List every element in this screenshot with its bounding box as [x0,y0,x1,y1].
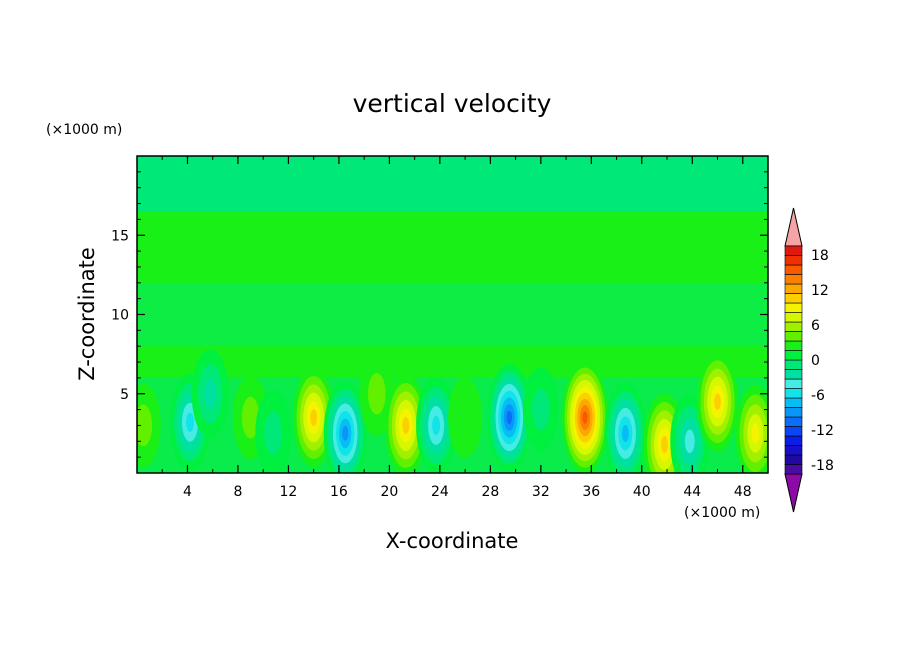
velocity-cell-3 [191,349,229,439]
colorbar-swatch [784,274,803,285]
contour-level [342,425,349,441]
colorbar-label: -6 [811,388,825,404]
colorbar-max-arrow [784,207,803,247]
colorbar-swatch [784,255,803,266]
y-axis: 5 10 15 [111,171,768,458]
x-tick-label: 4 [183,484,192,500]
field-band-mid [137,282,768,347]
colorbar-swatch [784,302,803,313]
colorbar-swatch [784,416,803,427]
velocity-cell-12 [487,363,532,472]
contour-level [310,409,318,426]
colorbar-label: 18 [811,248,829,264]
x-tick-label: 36 [582,484,600,500]
colorbar-swatch [784,464,803,475]
contour-level [684,429,695,454]
x-axis-title: X-coordinate [386,529,519,553]
x-tick-label: 32 [532,484,550,500]
velocity-cell-14 [562,361,609,473]
chart-title: vertical velocity [353,89,552,118]
velocity-cell-6 [293,367,335,468]
colorbar-label: -12 [811,423,834,439]
x-tick-label: 16 [330,484,348,500]
colorbar-swatch [784,435,803,446]
plot-area [137,156,768,473]
contour-level [751,423,760,444]
colorbar-swatch [784,397,803,408]
colorbar-swatch [784,388,803,399]
contour-level [186,412,195,432]
colorbar-label: -18 [811,458,834,474]
colorbar-swatch [784,245,803,256]
contour-level [203,378,217,409]
colorbar-min-arrow [784,473,803,513]
y-tick-label: 10 [111,308,129,324]
contour-level [621,424,629,442]
colorbar-swatch [784,340,803,351]
x-unit-label: (×1000 m) [684,505,760,521]
colorbar-swatch [784,359,803,370]
colorbar-swatch [784,321,803,332]
velocity-cell-13 [523,367,559,452]
y-axis-title: Z-coordinate [75,247,99,381]
contour-level [448,376,483,459]
velocity-cell-10 [416,377,457,473]
velocity-cell-1 [137,383,161,468]
colorbar-label: 0 [811,353,820,369]
velocity-cell-5 [255,390,292,473]
x-tick-label: 12 [280,484,298,500]
contour-level [402,416,410,434]
velocity-cell-15 [604,382,647,473]
velocity-cell-11 [448,376,483,459]
velocity-cell-18 [697,351,739,452]
contour-level [367,372,386,415]
colorbar-swatch [784,445,803,456]
colorbar-swatch [784,378,803,389]
contour-level [532,388,550,431]
contour-level [506,410,513,425]
contour-level [582,411,588,424]
contour-level [432,415,441,436]
colorbar-swatch [784,426,803,437]
contour-level [137,404,153,447]
y-tick-label: 5 [120,387,129,403]
colorbar-label: 12 [811,283,829,299]
x-tick-label: 24 [431,484,449,500]
velocity-cell-7 [323,381,367,473]
colorbar: 18 12 6 0 -6 -12 -18 [784,207,834,513]
colorbar-swatch [784,283,803,294]
y-unit-label: (×1000 m) [46,122,122,138]
x-tick-label: 40 [633,484,651,500]
colorbar-swatch [784,331,803,342]
contour-level [264,411,283,455]
velocity-cell-19 [735,384,768,473]
field-band-top [137,156,768,212]
y-tick-label: 15 [111,228,129,244]
contour-level [661,435,669,453]
x-tick-label: 48 [734,484,752,500]
colorbar-swatch [784,350,803,361]
x-tick-label: 20 [380,484,398,500]
colorbar-swatch [784,264,803,275]
colorbar-swatch [784,312,803,323]
colorbar-swatch [784,293,803,304]
contour-level [714,393,721,410]
contour-level [241,396,260,439]
x-axis: 4 8 12 16 20 24 28 32 36 40 44 48 [161,156,752,500]
x-tick-label: 44 [683,484,701,500]
colorbar-swatch [784,407,803,418]
velocity-cell-9 [384,374,427,473]
x-tick-label: 8 [233,484,242,500]
x-tick-label: 28 [481,484,499,500]
colorbar-swatch [784,369,803,380]
colorbar-label: 6 [811,318,820,334]
colorbar-swatch [784,454,803,465]
